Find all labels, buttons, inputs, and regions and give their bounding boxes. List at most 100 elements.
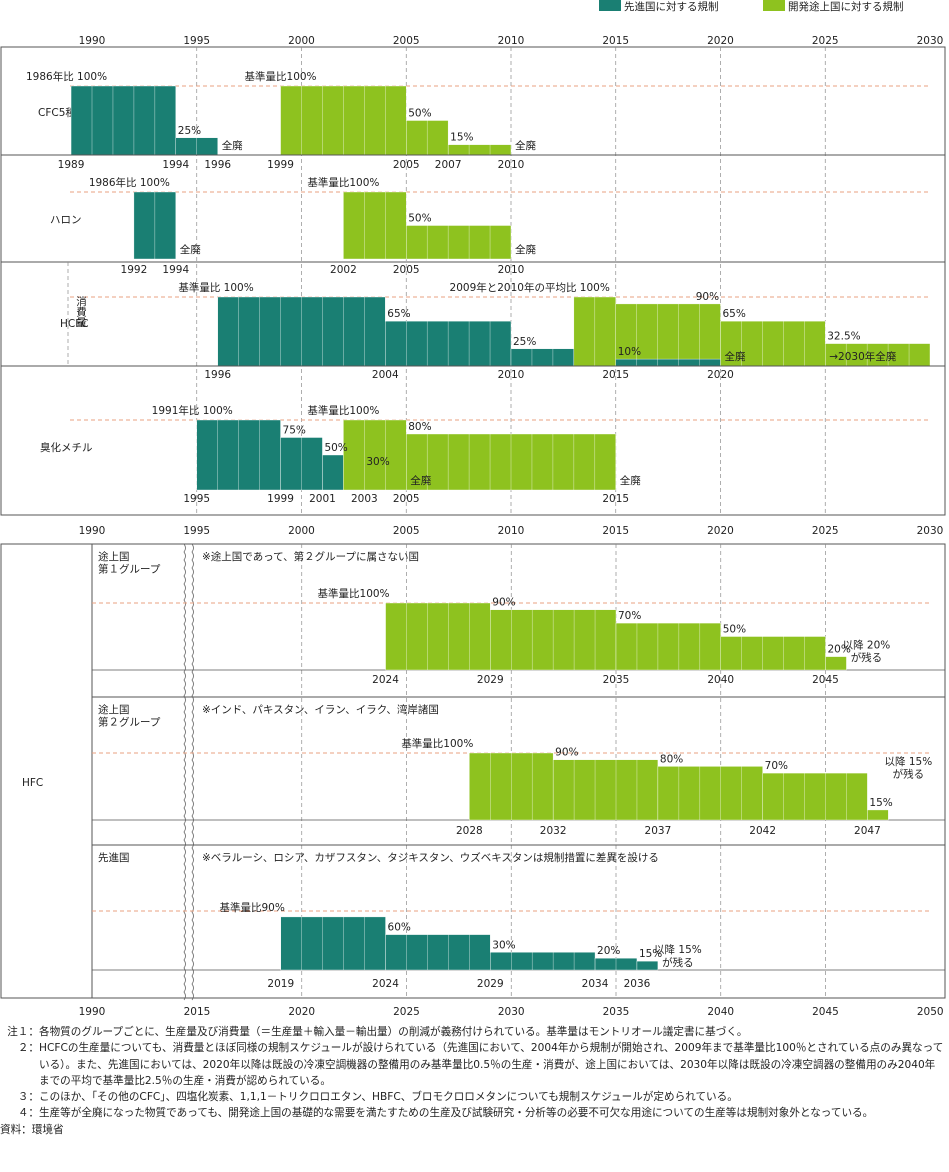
step-bar xyxy=(343,191,407,260)
year-label: 2042 xyxy=(749,825,776,837)
value-label: →2030年全廃 xyxy=(829,350,897,363)
value-label: 基準量比100% xyxy=(245,70,317,83)
value-label: 基準量比100% xyxy=(318,587,390,600)
value-label: 50% xyxy=(723,624,746,636)
year-label: 2004 xyxy=(372,369,399,381)
value-label: 基準量比100% xyxy=(401,737,473,750)
value-label: 基準量比 100% xyxy=(178,281,253,294)
step-bar xyxy=(343,419,407,491)
value-label: 30% xyxy=(492,939,515,951)
bottom-axis-tick-label: 2035 xyxy=(603,1006,630,1018)
year-label: 1996 xyxy=(204,369,231,381)
step-bar xyxy=(867,809,889,821)
row-label: ハロン xyxy=(50,214,82,226)
bottom-axis-tick-label: 2020 xyxy=(288,1006,315,1018)
value-label: 60% xyxy=(388,922,411,934)
bottom-panel-hfc: HFC 1990 2015 2020 2025 2030 2035 2040 2045 2050 途… xyxy=(0,543,946,1018)
year-label: 2028 xyxy=(456,825,483,837)
row-3: 臭化メチル 1991年比 100% 基準量比100%75% 50% 30% 80% 全廃 全廃… xyxy=(1,365,945,505)
year-label: 2005 xyxy=(393,159,420,171)
bottom-frame xyxy=(0,543,946,999)
step-bar xyxy=(385,934,491,971)
top-axis-tick-label: 2030 xyxy=(917,35,944,47)
year-label: 2007 xyxy=(435,159,462,171)
year-label: 1999 xyxy=(267,493,294,505)
value-label: 以降 15%が残る xyxy=(654,943,702,969)
row-sublabel: 消費量 xyxy=(75,295,87,327)
year-label: 2036 xyxy=(624,978,651,990)
note-4: ４： 生産等が全廃になった物質であっても、開発途上国の基礎的な需要を満たすための生… xyxy=(0,1105,945,1121)
step-bar xyxy=(720,320,826,367)
top-axis-tick-label: 2005 xyxy=(393,35,420,47)
note-2: ２： HCFCの生産量についても、消費量とほぼ同様の規制スケジュールが設けられてい… xyxy=(0,1040,945,1089)
value-label: 90% xyxy=(696,291,719,303)
value-label: 15% xyxy=(450,132,473,144)
value-label: 80% xyxy=(660,753,683,765)
value-label: 80% xyxy=(408,421,431,433)
top-axis-tick-label: 2020 xyxy=(707,525,734,537)
year-label: 2010 xyxy=(498,159,525,171)
note-1: 注１： 各物質のグループごとに、生産量及び消費量（＝生産量＋輸入量－輸出量）の削減… xyxy=(0,1024,945,1040)
note-text: HCFCの生産量についても、消費量とほぼ同様の規制スケジュールが設けられている（… xyxy=(39,1042,944,1087)
value-label: 基準量比90% xyxy=(219,901,284,914)
step-bar xyxy=(552,759,659,821)
value-label: 90% xyxy=(492,597,515,609)
note-3: ３： このほか、「その他のCFC」、四塩化炭素、1,1,1－トリクロロエタン、HB… xyxy=(0,1089,945,1105)
top-axis-tick-label: 1995 xyxy=(183,35,210,47)
top-axis-tick-label: 1995 xyxy=(183,525,210,537)
note-text: 生産等が全廃になった物質であっても、開発途上国の基礎的な需要を満たすための生産及… xyxy=(39,1107,874,1120)
step-bar xyxy=(615,303,721,367)
note-head: ３： xyxy=(17,1091,39,1104)
value-label: 10% xyxy=(618,346,641,358)
top-axis-tick-label: 1990 xyxy=(79,35,106,47)
legend: 先進国に対する規制 開発途上国に対する規制 xyxy=(599,0,904,13)
year-label: 2029 xyxy=(477,674,504,686)
row-label: CFC5種 xyxy=(38,106,76,119)
top-axis-tick-label: 1990 xyxy=(79,525,106,537)
year-label: 1999 xyxy=(267,159,294,171)
row-label: HCFC xyxy=(60,318,89,330)
step-bar xyxy=(406,225,512,260)
hfc-row-2: 先進国 ※ベラルーシ、ロシア、カザフスタン、タジキスタン、ウズベキスタンは規制措置… xyxy=(92,844,945,990)
source-note: 資料：環境省 xyxy=(0,1123,64,1136)
regulation-schedule-chart: 先進国に対する規制 開発途上国に対する規制 1990 1990 1995 1995 200… xyxy=(0,0,946,1018)
year-label: 1994 xyxy=(162,159,189,171)
value-label: 15% xyxy=(639,948,662,960)
value-label: 15% xyxy=(869,797,892,809)
step-bar xyxy=(385,602,491,671)
year-label: 2024 xyxy=(372,674,399,686)
hfc-row-note: ※インド、パキスタン、イラン、イラク、湾岸諸国 xyxy=(202,703,439,716)
value-label: 1986年比 100% xyxy=(26,70,107,83)
value-label: 70% xyxy=(765,760,788,772)
hfc-label: HFC xyxy=(22,777,43,789)
year-label: 2002 xyxy=(330,264,357,276)
year-label: 2045 xyxy=(812,674,839,686)
row-label: 臭化メチル xyxy=(40,441,93,454)
year-label: 2005 xyxy=(393,264,420,276)
year-label: 2047 xyxy=(854,825,881,837)
year-label: 2001 xyxy=(309,493,336,505)
note-head: ２： xyxy=(17,1042,39,1055)
step-bar xyxy=(280,916,386,971)
value-label: 65% xyxy=(723,308,746,320)
legend-label: 先進国に対する規制 xyxy=(624,0,719,13)
year-label: 1995 xyxy=(183,493,210,505)
value-label: 基準量比100% xyxy=(307,404,379,417)
step-bar xyxy=(636,960,659,971)
top-axis-tick-label: 2015 xyxy=(602,525,629,537)
note-head: ４： xyxy=(17,1107,39,1120)
year-label: 2032 xyxy=(540,825,567,837)
notes: 注１： 各物質のグループごとに、生産量及び消費量（＝生産量＋輸入量－輸出量）の削減… xyxy=(0,1024,945,1138)
value-label: 20% xyxy=(828,644,851,656)
value-label: 20% xyxy=(597,945,620,957)
bottom-axis-tick-label: 2025 xyxy=(393,1006,420,1018)
year-label: 2037 xyxy=(645,825,672,837)
hfc-row-note: ※途上国であって、第２グループに属さない国 xyxy=(202,550,419,563)
bottom-axis-tick-label: 2040 xyxy=(707,1006,734,1018)
value-label: 全廃 xyxy=(180,243,201,256)
value-label: 30% xyxy=(366,456,389,468)
year-label: 2029 xyxy=(477,978,504,990)
year-label: 2015 xyxy=(602,493,629,505)
